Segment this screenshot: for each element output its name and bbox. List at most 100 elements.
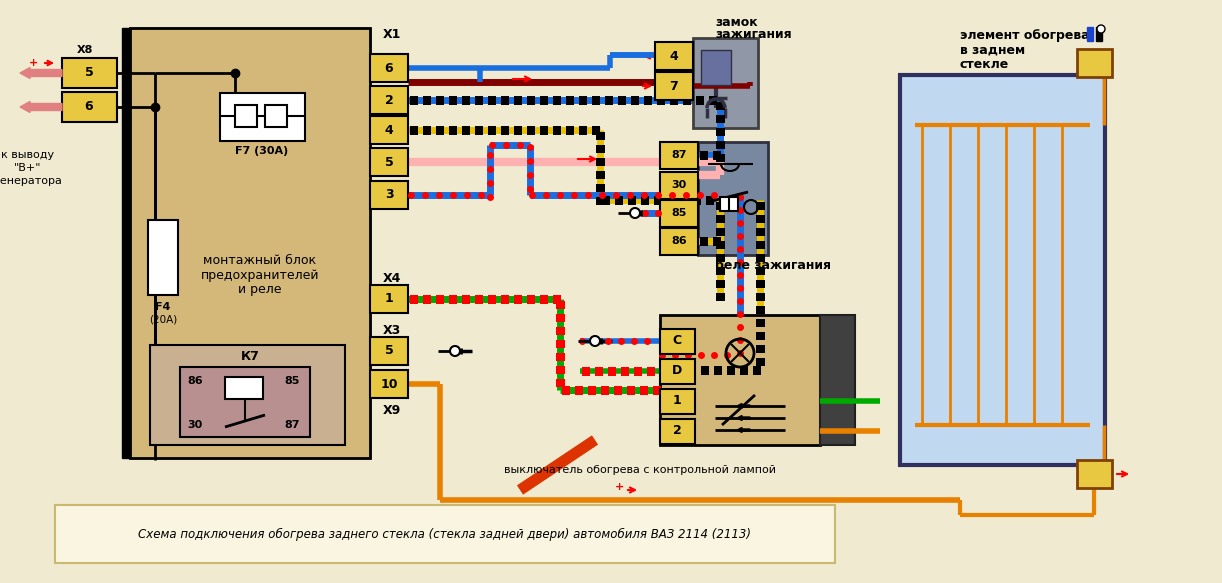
Bar — [756, 254, 765, 262]
Text: 85: 85 — [671, 208, 687, 218]
Text: F7 (30А): F7 (30А) — [236, 146, 288, 156]
Bar — [640, 386, 648, 395]
Bar — [716, 293, 725, 301]
Bar — [700, 151, 708, 160]
Bar — [716, 280, 725, 288]
Bar — [756, 358, 765, 366]
Bar — [501, 295, 510, 304]
Bar — [899, 75, 1105, 465]
Bar — [423, 126, 431, 135]
Text: (20А): (20А) — [149, 314, 177, 324]
Bar — [716, 254, 725, 262]
Bar — [462, 126, 470, 135]
Text: +: + — [616, 482, 624, 492]
Bar — [122, 28, 370, 458]
Bar — [679, 196, 688, 205]
Text: 3: 3 — [385, 188, 393, 202]
Bar — [370, 370, 408, 398]
Bar — [596, 158, 605, 166]
Bar — [540, 126, 547, 135]
Bar — [62, 92, 117, 122]
Bar — [693, 38, 758, 128]
Text: D: D — [672, 364, 682, 378]
Bar — [448, 295, 457, 304]
FancyArrow shape — [737, 416, 750, 420]
Bar — [701, 366, 709, 375]
Bar — [554, 126, 561, 135]
Bar — [411, 126, 418, 135]
Bar — [660, 315, 820, 445]
Bar — [527, 295, 535, 304]
Bar — [662, 366, 670, 375]
Bar — [1088, 27, 1092, 41]
Text: выключатель обогрева с контрольной лампой: выключатель обогрева с контрольной лампо… — [503, 465, 776, 475]
Bar — [596, 171, 605, 179]
Bar — [130, 28, 370, 458]
Text: К7: К7 — [241, 350, 259, 363]
Bar — [1077, 460, 1112, 488]
Bar — [756, 241, 765, 249]
Text: предохранителей: предохранителей — [200, 269, 319, 282]
Bar — [540, 96, 547, 105]
Bar — [370, 86, 408, 114]
Bar — [566, 126, 574, 135]
Bar — [596, 184, 605, 192]
Bar — [716, 154, 725, 162]
Text: 87: 87 — [285, 420, 299, 430]
Bar — [667, 196, 675, 205]
Text: 85: 85 — [285, 376, 299, 386]
Bar — [693, 196, 701, 205]
Circle shape — [590, 336, 600, 346]
Bar — [596, 197, 605, 205]
Bar — [727, 366, 734, 375]
Text: 5: 5 — [385, 156, 393, 168]
FancyArrow shape — [20, 101, 62, 113]
Bar — [576, 386, 583, 395]
Bar — [716, 241, 725, 249]
Bar — [716, 128, 725, 136]
Bar — [436, 295, 444, 304]
Text: X4: X4 — [382, 272, 401, 285]
Bar — [220, 93, 306, 141]
Text: 10: 10 — [380, 378, 397, 391]
Bar — [756, 345, 765, 353]
Text: 86: 86 — [671, 236, 687, 246]
Bar — [566, 96, 574, 105]
Bar — [716, 215, 725, 223]
Text: 5: 5 — [84, 66, 93, 79]
Bar — [1077, 49, 1112, 77]
Bar — [588, 386, 596, 395]
Bar — [720, 197, 738, 211]
Bar — [462, 96, 470, 105]
Text: 2: 2 — [385, 93, 393, 107]
Bar — [556, 314, 565, 322]
Bar — [675, 366, 683, 375]
Text: реле зажигания: реле зажигания — [715, 258, 831, 272]
Bar — [644, 96, 653, 105]
Bar — [615, 196, 623, 205]
Text: 6: 6 — [385, 61, 393, 75]
Bar — [225, 377, 263, 399]
Bar — [716, 267, 725, 275]
Bar — [488, 126, 496, 135]
Text: 6: 6 — [84, 100, 93, 114]
Bar — [646, 367, 655, 376]
Bar — [579, 96, 587, 105]
Text: 30: 30 — [671, 180, 687, 190]
Bar — [370, 181, 408, 209]
Bar — [756, 306, 765, 314]
Bar — [423, 96, 431, 105]
Bar — [527, 96, 535, 105]
Bar — [660, 228, 698, 255]
Bar — [411, 96, 418, 105]
Bar — [55, 505, 835, 563]
Bar — [655, 72, 693, 100]
Bar — [756, 332, 765, 340]
Bar — [556, 301, 565, 309]
Bar — [556, 340, 565, 348]
Bar — [462, 295, 470, 304]
FancyArrow shape — [20, 68, 62, 79]
Bar — [716, 202, 725, 210]
Bar — [150, 345, 345, 445]
Bar — [716, 228, 725, 236]
